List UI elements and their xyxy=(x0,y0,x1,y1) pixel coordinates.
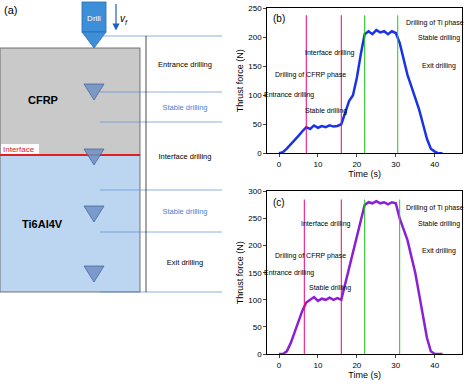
svg-text:Stable drilling: Stable drilling xyxy=(309,284,351,292)
svg-text:Stable drilling: Stable drilling xyxy=(162,207,207,216)
svg-text:Time (s): Time (s) xyxy=(348,169,381,179)
svg-text:Interface drilling: Interface drilling xyxy=(305,49,355,57)
svg-text:250: 250 xyxy=(248,4,262,13)
svg-text:20: 20 xyxy=(352,160,361,169)
svg-text:Stable drilling: Stable drilling xyxy=(305,107,347,115)
svg-text:Ti6Al4V: Ti6Al4V xyxy=(22,218,63,230)
svg-text:(a): (a) xyxy=(4,4,17,16)
svg-text:50: 50 xyxy=(253,120,262,129)
svg-text:200: 200 xyxy=(248,241,262,250)
svg-text:Drilling of CFRP phase: Drilling of CFRP phase xyxy=(275,252,346,260)
svg-text:150: 150 xyxy=(248,62,262,71)
svg-text:Exit drilling: Exit drilling xyxy=(422,247,456,255)
svg-text:Thrust force (N): Thrust force (N) xyxy=(235,241,245,304)
svg-text:150: 150 xyxy=(248,268,262,277)
svg-text:30: 30 xyxy=(391,160,400,169)
svg-text:Drilling of Ti phase: Drilling of Ti phase xyxy=(406,19,464,27)
svg-text:Interface drilling: Interface drilling xyxy=(159,152,212,161)
svg-text:100: 100 xyxy=(248,296,262,305)
svg-text:200: 200 xyxy=(248,33,262,42)
svg-text:Entrance drilling: Entrance drilling xyxy=(158,60,212,69)
svg-text:Interface drilling: Interface drilling xyxy=(301,220,351,228)
svg-text:Drilling of CFRP phase: Drilling of CFRP phase xyxy=(275,71,346,79)
svg-text:Entrance drilling: Entrance drilling xyxy=(264,269,314,277)
svg-text:(b): (b) xyxy=(273,13,285,24)
svg-text:Stable drilling: Stable drilling xyxy=(418,34,460,42)
svg-text:Exit drilling: Exit drilling xyxy=(422,62,456,70)
svg-text:20: 20 xyxy=(352,361,361,370)
svg-text:Interface: Interface xyxy=(3,145,35,154)
svg-text:0: 0 xyxy=(277,160,282,169)
svg-text:30: 30 xyxy=(391,361,400,370)
svg-text:250: 250 xyxy=(248,214,262,223)
svg-text:40: 40 xyxy=(430,361,439,370)
svg-text:(c): (c) xyxy=(273,197,285,208)
svg-text:40: 40 xyxy=(430,160,439,169)
svg-text:10: 10 xyxy=(313,160,322,169)
svg-text:CFRP: CFRP xyxy=(28,94,58,106)
svg-text:100: 100 xyxy=(248,91,262,100)
svg-text:Exit drilling: Exit drilling xyxy=(167,258,203,267)
svg-text:10: 10 xyxy=(313,361,322,370)
svg-text:Time (s): Time (s) xyxy=(348,370,381,380)
svg-text:Drill: Drill xyxy=(87,14,101,23)
svg-text:Stable drilling: Stable drilling xyxy=(162,103,207,112)
svg-text:Entrance drilling: Entrance drilling xyxy=(264,91,314,99)
svg-text:300: 300 xyxy=(248,187,262,196)
svg-text:Thrust force (N): Thrust force (N) xyxy=(235,49,245,112)
svg-text:Stable drilling: Stable drilling xyxy=(418,220,460,228)
svg-text:0: 0 xyxy=(257,350,262,359)
svg-text:0: 0 xyxy=(277,361,282,370)
svg-text:vf: vf xyxy=(120,13,128,26)
svg-text:Drilling of Ti phase: Drilling of Ti phase xyxy=(406,204,464,212)
svg-text:0: 0 xyxy=(257,149,262,158)
svg-text:50: 50 xyxy=(253,323,262,332)
